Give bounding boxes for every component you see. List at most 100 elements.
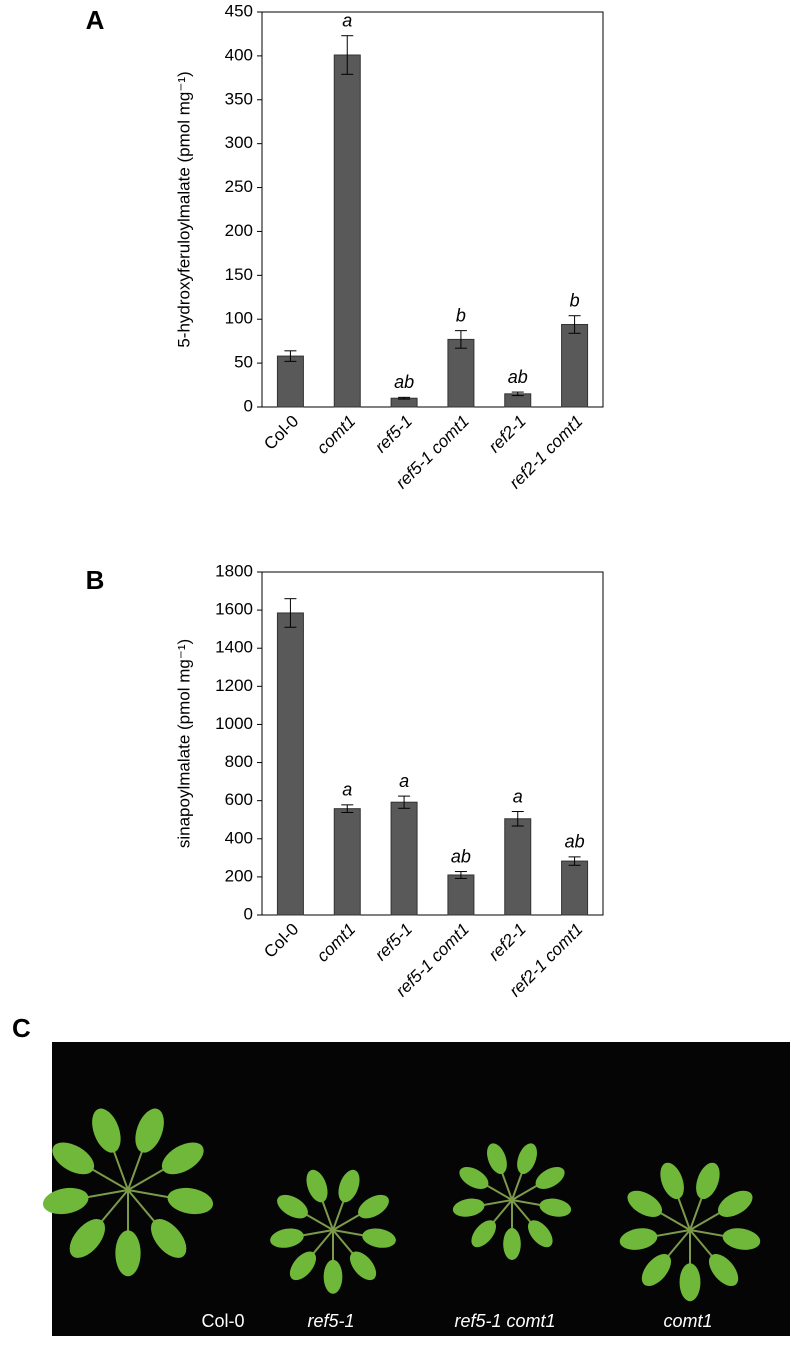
error-bar [284,350,297,362]
leaf [722,1228,761,1250]
leaf [487,1143,507,1174]
y-tick-label: 1200 [215,676,253,695]
plot-frame [261,571,604,916]
x-tick-label: ref5-1 [371,412,416,457]
leaf [52,1142,95,1175]
leaf [619,1228,658,1250]
error-bar [568,856,581,866]
significance-label: a [342,10,352,30]
leaf [270,1228,304,1248]
leaf [362,1228,396,1248]
y-tick-label: 600 [225,790,253,809]
error-bar [511,811,524,827]
leaf [708,1253,739,1287]
leaf [338,1169,360,1203]
y-tick-label: 200 [225,221,253,240]
x-tick-label: Col-0 [260,920,302,962]
y-tick-label: 450 [225,1,253,20]
error-bar [454,330,467,349]
leaf [535,1166,565,1190]
leaf [167,1187,214,1215]
leaf [679,1263,701,1302]
leaf [115,1230,141,1277]
leaf [452,1198,485,1217]
leaf [539,1198,572,1217]
y-tick-label: 0 [244,904,253,923]
y-axis-label: sinapoylmalate (pmol mg⁻¹) [174,639,193,848]
significance-label: b [570,290,580,310]
y-tick-label: 400 [225,828,253,847]
error-bar [511,391,524,397]
x-tick-label: comt1 [313,920,359,966]
y-tick-label: 150 [225,265,253,284]
y-tick-label: 400 [225,45,253,64]
leaf [641,1253,672,1287]
y-tick-label: 100 [225,309,253,328]
leaf [150,1219,187,1258]
leaf [459,1166,489,1190]
error-bar [568,315,581,334]
significance-label: a [399,771,409,791]
y-axis-label: 5-hydroxyferuloylmalate (pmol mg⁻¹) [174,71,193,347]
x-tick-label: ref5-1 [371,920,416,965]
x-tick-label: ref2-1 [485,412,530,457]
panel-label: A [86,5,105,35]
leaf [627,1190,663,1217]
bar [504,818,532,916]
leaf [69,1219,106,1258]
significance-label: ab [508,367,528,387]
x-tick-label: comt1 [313,412,359,458]
plot-frame [261,11,604,408]
leaf [42,1187,89,1215]
error-bar [454,871,467,879]
significance-label: ab [394,372,414,392]
bar [390,801,418,916]
leaf [503,1228,521,1260]
bar [447,874,475,916]
leaf [289,1251,317,1281]
y-tick-label: 50 [234,353,253,372]
leaf [696,1162,720,1200]
y-tick-label: 1600 [215,600,253,619]
significance-label: a [513,786,523,806]
bar [333,808,361,916]
panel-label: B [86,565,105,595]
y-tick-label: 800 [225,752,253,771]
x-tick-label: ref2-1 [485,920,530,965]
y-tick-label: 0 [244,396,253,415]
leaf [717,1190,753,1217]
bar [561,323,589,408]
bar [333,54,361,408]
error-bar [284,598,297,628]
y-tick-label: 300 [225,133,253,152]
leaf [517,1143,537,1174]
leaf [306,1169,328,1203]
x-tick-label: Col-0 [260,412,302,454]
leaf [92,1108,121,1153]
y-tick-label: 1400 [215,638,253,657]
photo-label: Col-0 [201,1311,244,1331]
error-bar [341,804,354,813]
y-tick-label: 250 [225,177,253,196]
error-bar [398,396,411,400]
bar [561,860,589,916]
leaf [358,1194,389,1219]
significance-label: ab [565,832,585,852]
bar [276,612,304,916]
y-tick-label: 1000 [215,714,253,733]
leaf [471,1220,497,1248]
y-tick-label: 1800 [215,561,253,580]
significance-label: b [456,305,466,325]
leaf [135,1108,164,1153]
leaf [161,1142,204,1175]
significance-label: a [342,780,352,800]
leaf [323,1259,343,1294]
leaf [660,1162,684,1200]
leaf [527,1220,553,1248]
y-tick-label: 200 [225,866,253,885]
significance-label: ab [451,846,471,866]
error-bar [398,795,411,809]
plants [42,1108,761,1302]
bar [276,355,304,408]
